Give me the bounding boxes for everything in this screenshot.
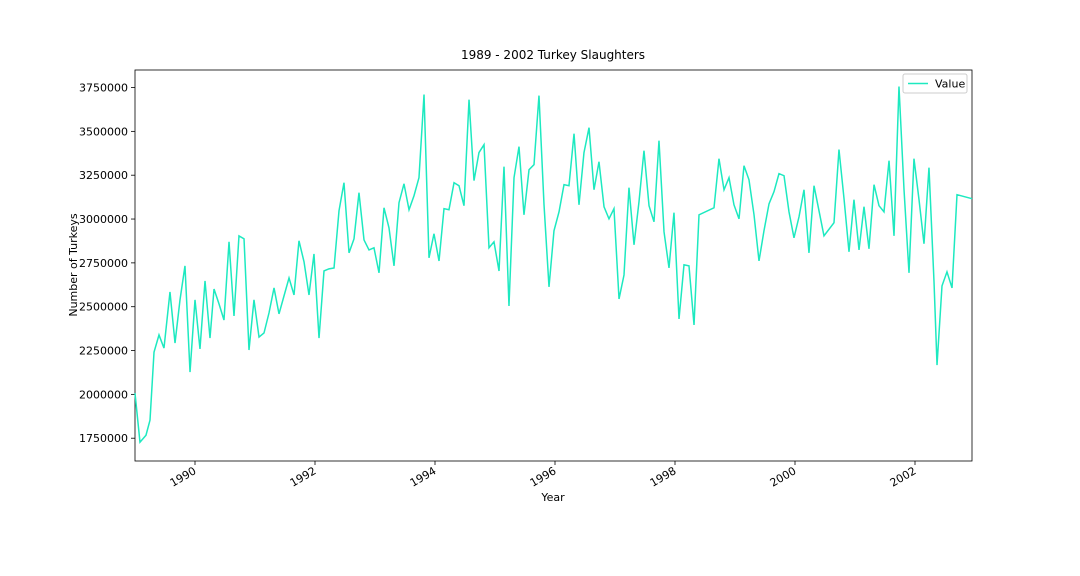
chart-title: 1989 - 2002 Turkey Slaughters [461,48,645,62]
y-tick-label: 2500000 [79,301,128,314]
y-tick-label: 3250000 [79,169,128,182]
plot-frame [134,69,973,462]
data-line [134,86,973,445]
y-tick-label: 3000000 [79,213,128,226]
y-axis-label: Number of Turkeys [67,213,80,317]
y-tick-label: 2250000 [79,345,128,358]
legend-label: Value [935,78,965,91]
x-axis-label: Year [540,491,565,504]
y-tick-label: 3750000 [79,82,128,95]
y-tick-label: 2000000 [79,388,128,401]
y-tick-label: 2750000 [79,257,128,270]
y-tick-label: 3500000 [79,125,128,138]
legend-box [902,73,968,94]
y-tick-label: 1750000 [79,432,128,445]
